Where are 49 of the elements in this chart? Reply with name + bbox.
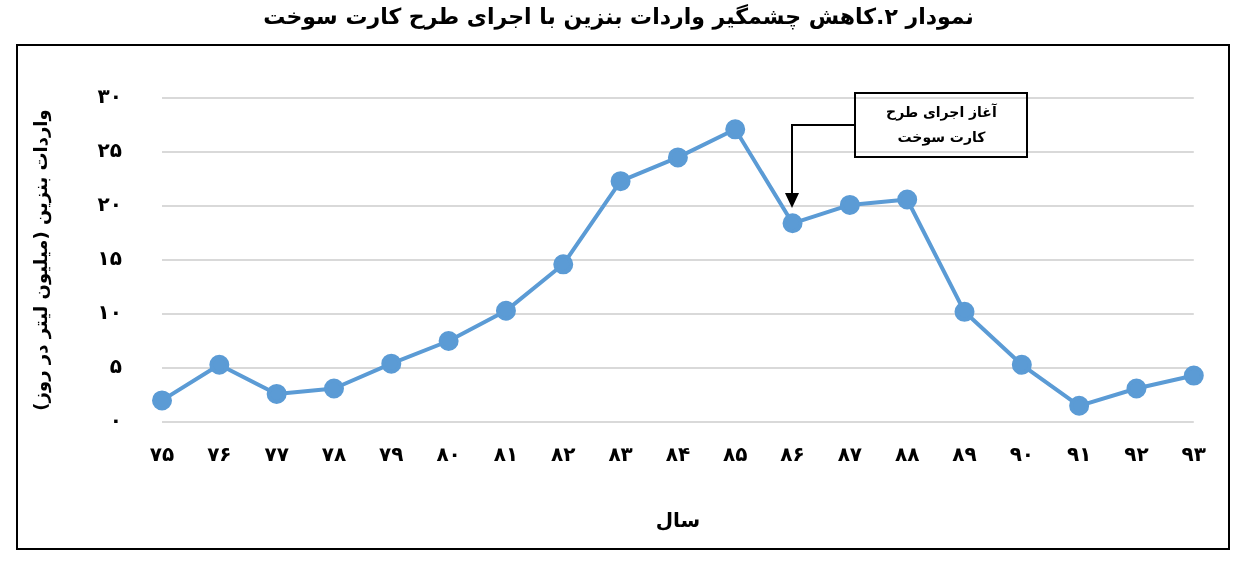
point [1069, 395, 1090, 416]
point [610, 171, 631, 192]
point [495, 300, 516, 321]
x-tick-label: ۸۸ [894, 442, 920, 467]
y-tick-label: ۲۵ [97, 138, 123, 163]
x-tick-label: ۷۶ [207, 442, 232, 467]
x-tick-label: ۸۱ [493, 442, 519, 467]
point [1011, 354, 1032, 375]
y-tick-label: ۳۰ [97, 84, 123, 109]
y-tick-label: ۱۵ [97, 246, 123, 271]
x-tick-label: ۹۱ [1066, 442, 1092, 467]
x-axis-title: سال [655, 508, 701, 533]
point [667, 147, 688, 168]
y-tick-label: ۵ [109, 354, 123, 379]
x-tick-label: ۹۳ [1181, 442, 1206, 467]
y-tick-label: ۲۰ [97, 192, 123, 217]
point [839, 194, 860, 215]
x-tick-label: ۸۳ [608, 442, 633, 467]
point [152, 390, 173, 411]
point [209, 354, 230, 375]
point [323, 378, 344, 399]
x-tick-label: ۸۰ [436, 442, 461, 467]
point [1183, 365, 1204, 386]
chart-title: نمودار ۲.کاهش چشمگیر واردات بنزین با اجرای طرح کارت سوخت [262, 4, 975, 29]
x-tick-label: ۷۸ [321, 442, 347, 467]
y-tick-label: ۱۰ [97, 300, 123, 325]
point [725, 119, 746, 140]
point [553, 254, 574, 275]
x-tick-label: ۷۹ [379, 442, 404, 467]
x-tick-label: ۹۲ [1124, 442, 1149, 467]
annotation: آغاز اجرای طرح کارت سوخت [854, 92, 1029, 159]
x-tick-label: ۸۴ [665, 442, 691, 467]
x-tick-label: ۷۷ [264, 442, 289, 467]
x-tick-label: ۷۵ [149, 442, 175, 467]
point [782, 213, 803, 234]
x-tick-label: ۸۷ [837, 442, 863, 467]
point [381, 353, 402, 374]
point [897, 189, 918, 210]
x-tick-label: ۸۶ [780, 442, 805, 467]
x-tick-label: ۹۰ [1009, 442, 1035, 467]
x-tick-label: ۸۲ [551, 442, 576, 467]
x-tick-label: ۸۵ [723, 442, 748, 467]
y-tick-label: ۰ [109, 408, 123, 433]
point [954, 301, 975, 322]
y-axis-title: واردات بنزین (میلیون لیتر در روز) [30, 109, 53, 411]
point [1126, 378, 1147, 399]
point [438, 331, 459, 351]
point [266, 383, 287, 404]
x-tick-label: ۸۹ [952, 442, 977, 467]
